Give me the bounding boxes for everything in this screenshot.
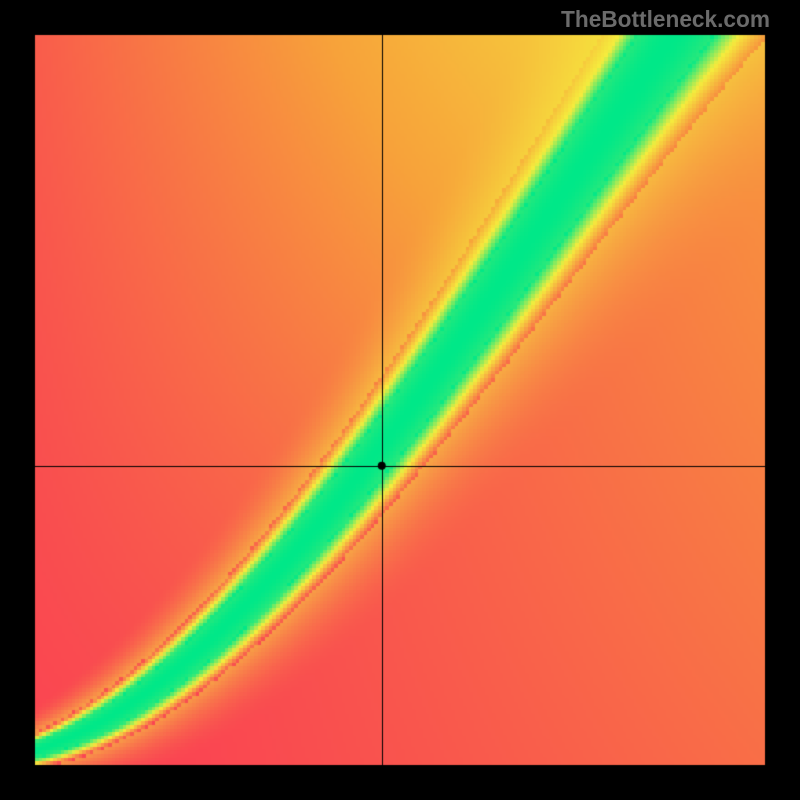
bottleneck-heatmap	[0, 0, 800, 800]
watermark-text: TheBottleneck.com	[561, 6, 770, 33]
